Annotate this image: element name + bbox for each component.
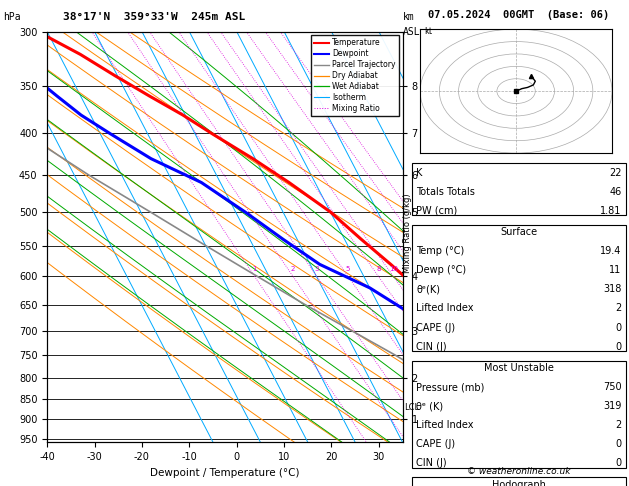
Text: 2: 2 [291,266,295,272]
Text: 0: 0 [615,342,621,351]
Text: CAPE (J): CAPE (J) [416,323,455,332]
Legend: Temperature, Dewpoint, Parcel Trajectory, Dry Adiabat, Wet Adiabat, Isotherm, Mi: Temperature, Dewpoint, Parcel Trajectory… [311,35,399,116]
Text: θᵉ(K): θᵉ(K) [416,284,440,295]
Text: 2: 2 [615,420,621,430]
Text: Lifted Index: Lifted Index [416,420,474,430]
Text: Pressure (mb): Pressure (mb) [416,382,485,392]
Text: 0: 0 [615,323,621,332]
Text: PW (cm): PW (cm) [416,206,457,216]
Text: Lifted Index: Lifted Index [416,303,474,313]
Text: Hodograph: Hodograph [492,480,546,486]
Text: Temp (°C): Temp (°C) [416,246,465,256]
Text: hPa: hPa [3,12,21,22]
Text: 07.05.2024  00GMT  (Base: 06): 07.05.2024 00GMT (Base: 06) [428,10,610,19]
Text: 0: 0 [615,439,621,449]
Text: 46: 46 [610,187,621,197]
Text: 319: 319 [603,401,621,411]
Text: 2: 2 [615,303,621,313]
Text: Most Unstable: Most Unstable [484,363,554,373]
Text: 5: 5 [346,266,350,272]
Bar [412,361,626,468]
Text: K: K [416,168,423,178]
Text: 10: 10 [389,266,398,272]
X-axis label: Dewpoint / Temperature (°C): Dewpoint / Temperature (°C) [150,468,299,478]
Text: LCL: LCL [404,403,419,412]
Text: 1: 1 [252,266,257,272]
Text: Dewp (°C): Dewp (°C) [416,265,466,276]
Text: 38°17'N  359°33'W  245m ASL: 38°17'N 359°33'W 245m ASL [63,12,245,22]
Text: 11: 11 [610,265,621,276]
Text: km: km [403,12,415,22]
Text: 750: 750 [603,382,621,392]
Text: 318: 318 [603,284,621,295]
Text: 8: 8 [376,266,381,272]
Text: CAPE (J): CAPE (J) [416,439,455,449]
Text: 0: 0 [615,458,621,469]
Bar [412,477,626,486]
Text: θᵉ (K): θᵉ (K) [416,401,443,411]
Text: Totals Totals: Totals Totals [416,187,475,197]
Text: © weatheronline.co.uk: © weatheronline.co.uk [467,468,571,476]
Text: 1.81: 1.81 [600,206,621,216]
Text: kt: kt [424,27,432,36]
Text: Surface: Surface [500,227,538,237]
Text: 22: 22 [609,168,621,178]
Text: CIN (J): CIN (J) [416,458,447,469]
Text: 3: 3 [314,266,319,272]
Text: CIN (J): CIN (J) [416,342,447,351]
Text: 19.4: 19.4 [600,246,621,256]
Text: ASL: ASL [403,27,420,37]
Text: Mixing Ratio (g/kg): Mixing Ratio (g/kg) [403,193,412,273]
Bar [412,225,626,351]
Bar [412,163,626,215]
